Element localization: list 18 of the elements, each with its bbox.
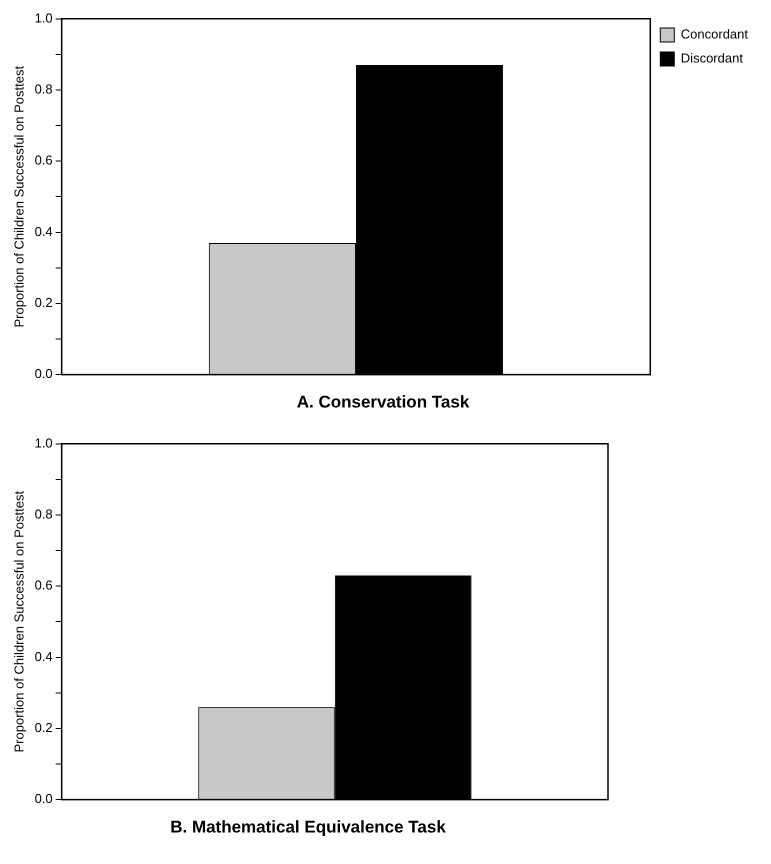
- y-tick-label: 0.6: [34, 152, 53, 168]
- legend-label: Concordant: [680, 26, 748, 42]
- y-tick-label: 0.6: [34, 578, 53, 593]
- y-tick-label: 0.4: [34, 224, 53, 239]
- y-axis-title: Proportion of Children Successful on Posttest: [11, 66, 26, 328]
- legend-label: Discordant: [680, 50, 744, 66]
- y-tick-label: 0.4: [34, 648, 53, 664]
- y-tick-label: 0.8: [34, 506, 53, 522]
- y-tick-label: 0.8: [34, 82, 53, 97]
- y-tick-label: 0.0: [34, 366, 53, 382]
- y-tick-label: 1.0: [34, 435, 53, 450]
- text: A. Conservation Task: [296, 392, 470, 412]
- y-tick-label: 0.2: [34, 720, 53, 736]
- y-axis-title: Proportion of Children Successful on Posttest: [11, 490, 26, 752]
- y-tick-label: 0.2: [34, 295, 53, 310]
- text: B. Mathematical Equivalence Task: [170, 817, 446, 836]
- y-tick-label: 1.0: [34, 10, 53, 26]
- y-tick-label: 0.0: [34, 791, 53, 806]
